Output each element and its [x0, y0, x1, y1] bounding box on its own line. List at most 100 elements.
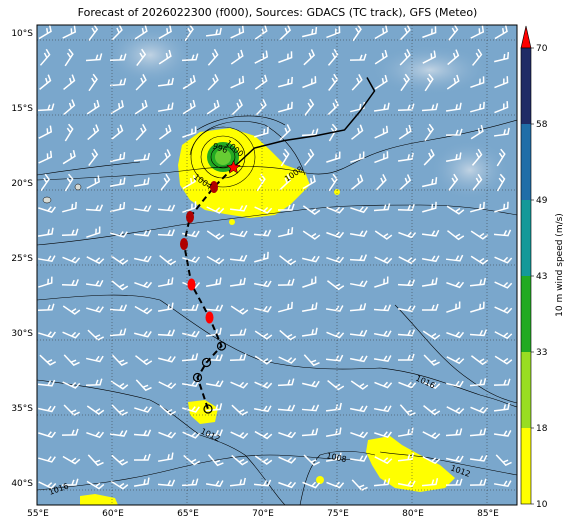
wind-barb [279, 124, 291, 141]
wind-barb [326, 481, 345, 489]
colorbar-tick-label: 58 [536, 120, 548, 130]
wind-barb [326, 280, 345, 291]
wind-barb [327, 99, 339, 116]
wind-barb [38, 125, 53, 139]
wind-barb [110, 480, 129, 490]
wind-barb [422, 201, 437, 213]
wind-barb [111, 454, 129, 466]
wind-barb [349, 230, 368, 238]
wind-barb [62, 25, 77, 39]
wind-barb [85, 53, 103, 62]
cyclone-track-point [187, 278, 196, 291]
wind-barb [86, 306, 104, 313]
wind-barb [159, 149, 171, 166]
wind-barb [157, 329, 176, 337]
wind-barb [38, 276, 53, 288]
wind-barb [494, 256, 513, 264]
wind-barb [254, 126, 269, 138]
wind-barb [326, 151, 341, 163]
lat-tick-label: 10°S [11, 29, 33, 39]
wind-barb [469, 329, 488, 337]
wind-barb [398, 124, 412, 140]
wind-barb [301, 327, 318, 337]
wind-barb [157, 479, 176, 487]
wind-barb [134, 25, 148, 40]
wind-barb [397, 279, 416, 287]
wind-barb [470, 355, 489, 366]
wind-barb [157, 229, 175, 237]
wind-barb [109, 78, 127, 87]
wind-barb [279, 329, 297, 341]
wind-barb [328, 173, 338, 192]
wind-barb [494, 306, 513, 314]
wind-barb [327, 379, 345, 391]
wind-barb [325, 305, 344, 312]
wind-barb [446, 455, 464, 463]
wind-barb [445, 428, 463, 437]
wind-barb [374, 230, 393, 240]
wind-barb [86, 175, 101, 189]
wind-barb [182, 431, 201, 439]
wind-barb [471, 48, 483, 66]
wind-barb [38, 431, 57, 439]
isobar-lines [37, 115, 517, 505]
wind-barb [135, 74, 147, 91]
lon-tick-label: 80°E [402, 509, 424, 519]
wind-barb [181, 53, 199, 62]
wind-barb [88, 25, 99, 42]
wind-barb [254, 330, 273, 340]
wind-barb [158, 49, 172, 65]
wind-barb [159, 254, 177, 266]
wind-barb [277, 278, 295, 286]
wind-barb [109, 177, 126, 187]
wind-barb [494, 355, 513, 365]
cyclone-current-position-star [226, 159, 241, 174]
wind-barb [469, 428, 487, 437]
wind-barb [448, 173, 459, 191]
wind-barb [278, 481, 297, 489]
wind-barb [206, 206, 225, 214]
colorbar-tick-label: 10 [536, 500, 548, 510]
wind-barb [469, 378, 487, 387]
wind-barb [422, 381, 441, 390]
lat-tick-label: 25°S [11, 254, 33, 264]
cloud-texture [430, 140, 510, 200]
wind-barb [325, 354, 344, 362]
wind-barb [470, 101, 485, 113]
wind-barb [325, 452, 342, 462]
wind-barb [302, 27, 318, 38]
wind-barb [373, 355, 392, 362]
wind-barb [422, 50, 437, 64]
wind-barb [470, 406, 489, 414]
wind-barb [493, 430, 512, 437]
cyclone-track-point [186, 211, 194, 223]
wind-barb [157, 102, 174, 112]
wind-barb [182, 126, 197, 138]
wind-barb [134, 255, 152, 263]
wind-barb [470, 230, 489, 240]
wind-barb [157, 302, 174, 312]
colorbar-segment [521, 276, 531, 352]
wind-barb [374, 456, 393, 465]
wind-barb [278, 431, 297, 439]
wind-barb [303, 49, 316, 66]
wind-barb [493, 378, 511, 386]
wind-barb [181, 303, 199, 311]
wind-barb [62, 331, 81, 339]
wind-barb [350, 151, 365, 163]
lon-tick-label: 70°E [252, 509, 274, 519]
wind-barb [205, 327, 222, 337]
wind-barb [207, 454, 224, 467]
wind-barb [374, 125, 389, 139]
wind-speed-core [215, 149, 231, 165]
wind-speed-area [334, 189, 340, 195]
wind-barb [86, 99, 100, 115]
wind-barb [133, 205, 152, 212]
wind-barb [374, 256, 393, 264]
island [74, 183, 82, 191]
wind-barb [134, 281, 153, 289]
wind-barb [303, 148, 315, 166]
wind-barb [470, 124, 484, 140]
wind-barb [38, 405, 56, 413]
wind-barb [87, 454, 104, 467]
